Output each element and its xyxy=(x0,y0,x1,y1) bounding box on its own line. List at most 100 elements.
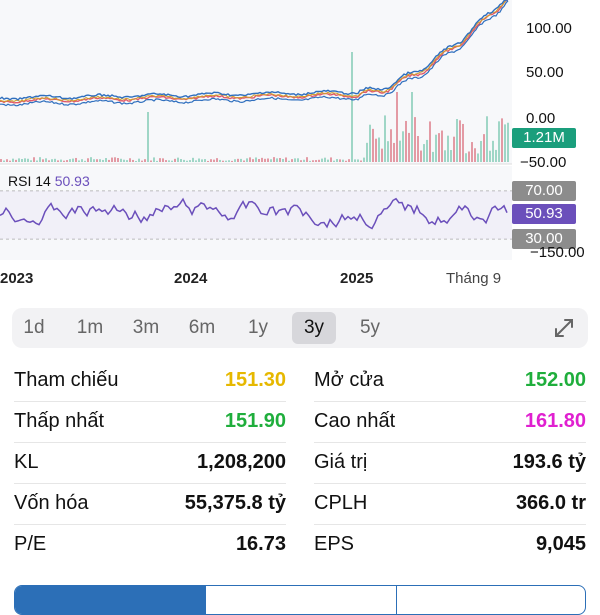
volume-bar xyxy=(432,151,434,162)
trade-value-value: 193.6 tỷ xyxy=(512,451,586,473)
volume-bar xyxy=(54,158,56,162)
x-tick-2024: 2024 xyxy=(174,270,208,287)
range-1y[interactable]: 1y xyxy=(247,317,269,338)
rsi-upper-badge: 70.00 xyxy=(512,181,576,201)
volume-bar xyxy=(66,160,68,162)
low-price-label: Thấp nhất xyxy=(14,410,105,432)
volume-bar xyxy=(102,159,104,162)
volume-bar xyxy=(222,160,224,162)
volume-bar xyxy=(69,159,71,162)
volume-bar xyxy=(297,158,299,162)
volume-bar xyxy=(78,160,80,162)
volume-bar xyxy=(498,121,500,162)
range-3y[interactable]: 3y xyxy=(292,312,336,344)
volume-bar xyxy=(147,112,149,162)
volume-bar xyxy=(336,159,338,162)
volume-bar xyxy=(153,157,155,162)
tab-segment-3[interactable] xyxy=(397,586,585,614)
volume-bar xyxy=(129,158,131,162)
market-cap-label: Vốn hóa xyxy=(14,492,89,514)
volume-bar xyxy=(408,132,410,162)
range-5y[interactable]: 5y xyxy=(359,317,381,338)
volume-bar xyxy=(240,158,242,162)
volume-bar xyxy=(150,160,152,162)
range-3m[interactable]: 3m xyxy=(132,317,160,338)
volume-bar xyxy=(390,129,392,162)
volume-bar xyxy=(504,124,506,162)
volume-bar xyxy=(198,158,200,162)
volume-bar xyxy=(423,144,425,162)
volume-bar xyxy=(270,159,272,162)
volume-bar xyxy=(3,160,5,162)
volume-bar xyxy=(453,136,455,162)
volume-bar xyxy=(114,157,116,162)
price-chart[interactable]: 100.00 50.00 0.00 1.21M −50.00 RSI 14 50… xyxy=(0,0,600,300)
volume-bar xyxy=(495,149,497,162)
range-6m[interactable]: 6m xyxy=(188,317,216,338)
volume-bar xyxy=(27,158,29,162)
rsi-label: RSI 14 xyxy=(8,173,51,189)
volume-bar xyxy=(483,134,485,162)
volume-bar xyxy=(117,158,119,162)
moving-average-line xyxy=(0,0,509,104)
expand-arrows-icon[interactable] xyxy=(552,316,576,340)
divider xyxy=(314,401,586,402)
volume-bar xyxy=(252,159,254,162)
ref-price-label: Tham chiếu xyxy=(14,369,119,391)
volume-bar xyxy=(507,122,509,162)
volume-bar xyxy=(42,159,44,162)
volume-bar xyxy=(99,159,101,162)
volume-bar xyxy=(396,92,398,162)
volume-bar xyxy=(207,160,209,162)
volume-badge: 1.21M xyxy=(512,128,576,148)
rsi-band xyxy=(0,191,512,239)
volume-bar xyxy=(126,160,128,162)
divider xyxy=(14,442,286,443)
volume-bar xyxy=(105,158,107,162)
stats-row-1: Tham chiếu 151.30 Mở cửa 152.00 xyxy=(0,360,600,400)
volume-bar xyxy=(6,159,8,162)
open-price-value: 152.00 xyxy=(524,369,586,391)
volume-bar xyxy=(249,157,251,162)
volume-bar xyxy=(306,157,308,162)
volume-bar xyxy=(132,159,134,162)
volume-bar xyxy=(96,159,98,162)
volume-bar xyxy=(264,158,266,162)
volume-bar xyxy=(84,160,86,162)
volume-bar xyxy=(63,160,65,162)
volume-bar xyxy=(315,160,317,162)
volume-bar xyxy=(282,158,284,162)
volume-bar xyxy=(75,157,77,162)
high-price-value: 161.80 xyxy=(524,410,586,432)
volume-bar xyxy=(24,158,26,162)
stats-row-5: P/E 16.73 EPS 9,045 xyxy=(0,524,600,564)
volume-bar xyxy=(225,160,227,162)
open-price-label: Mở cửa xyxy=(314,369,384,391)
volume-bar xyxy=(402,131,404,162)
volume-bar xyxy=(393,142,395,162)
y-tick-50: 50.00 xyxy=(526,64,564,81)
volume-bar xyxy=(48,160,50,162)
volume-bar xyxy=(141,160,143,162)
range-1d[interactable]: 1d xyxy=(23,317,45,338)
trade-value-label: Giá trị xyxy=(314,451,368,473)
volume-bar xyxy=(444,150,446,162)
volume-bar xyxy=(123,159,125,162)
shares-outstanding-label: CPLH xyxy=(314,492,368,514)
range-1m[interactable]: 1m xyxy=(76,317,104,338)
volume-bar xyxy=(291,159,293,162)
volume-bar xyxy=(312,160,314,162)
tab-segment-1[interactable] xyxy=(15,586,205,614)
volume-bar xyxy=(45,158,47,162)
volume-bar xyxy=(234,159,236,162)
rsi-lower-badge: 30.00 xyxy=(512,229,576,249)
volume-bar xyxy=(159,158,161,162)
volume-bar xyxy=(324,157,326,162)
range-selector: 1d 1m 3m 6m 1y 3y 5y xyxy=(12,308,588,348)
divider xyxy=(314,524,586,525)
volume-bar xyxy=(420,150,422,162)
chart-canvas xyxy=(0,0,512,260)
volume-bar xyxy=(108,159,110,162)
volume-bar xyxy=(342,159,344,162)
tab-segment-2[interactable] xyxy=(206,586,396,614)
